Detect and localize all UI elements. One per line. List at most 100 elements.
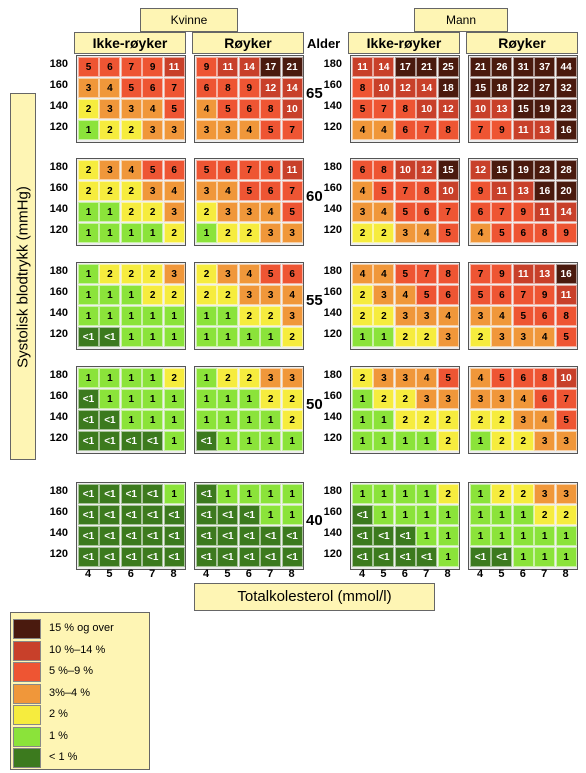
legend-label: < 1 %: [49, 751, 78, 763]
legend-item: 2 %: [13, 705, 149, 725]
cholesterol-tick: 7: [423, 568, 430, 580]
risk-cell: 26: [491, 57, 513, 77]
risk-cell: 2: [142, 202, 164, 222]
header-kvinne: Kvinne: [140, 8, 238, 32]
risk-cell: 6: [196, 78, 217, 98]
risk-cell: 11: [555, 285, 577, 305]
y-axis-label: Systolisk blodtrykk (mmHg): [10, 93, 36, 460]
legend-label: 5 %–9 %: [49, 665, 94, 677]
risk-cell: 2: [142, 264, 164, 284]
risk-cell: 7: [416, 120, 438, 140]
risk-cell: 6: [217, 160, 239, 180]
risk-cell: <1: [99, 327, 121, 347]
risk-cell: 1: [281, 431, 303, 451]
risk-cell: 5: [281, 202, 303, 222]
legend-item: 5 %–9 %: [13, 662, 149, 682]
risk-cell: 1: [217, 431, 239, 451]
risk-cell: 2: [260, 389, 282, 409]
risk-cell: 1: [555, 547, 577, 567]
risk-cell: 2: [120, 202, 142, 222]
bp-label: 160: [323, 506, 342, 518]
risk-cell: <1: [238, 505, 260, 525]
risk-cell: 2: [120, 181, 142, 201]
legend-swatch: [13, 662, 41, 682]
risk-cell: 2: [373, 306, 395, 326]
risk-cell: 1: [534, 526, 556, 546]
risk-cell: 14: [238, 57, 260, 77]
risk-cell: 3: [78, 78, 99, 98]
bp-label: 140: [49, 307, 68, 319]
risk-cell: 4: [238, 264, 260, 284]
risk-cell: 1: [394, 505, 416, 525]
risk-cell: 2: [238, 223, 260, 243]
legend-item: 3%–4 %: [13, 683, 149, 704]
risk-cell: 19: [512, 160, 534, 180]
bp-label: 120: [49, 328, 68, 340]
risk-cell: 1: [142, 389, 164, 409]
risk-cell: 1: [555, 526, 577, 546]
risk-cell: <1: [352, 526, 373, 546]
risk-cell: 5: [470, 285, 491, 305]
risk-cell: 1: [120, 327, 142, 347]
risk-cell: 8: [352, 78, 373, 98]
bp-label: 160: [49, 182, 68, 194]
risk-cell: 4: [416, 368, 438, 388]
risk-cell: 15: [437, 160, 459, 180]
risk-panel-mann_royk-40: 1 2 2 3 3 1 1 1 2 2 1 1 1 1 1 <1 <1 1 1 1: [468, 482, 578, 570]
risk-cell: <1: [260, 526, 282, 546]
risk-cell: 3: [394, 223, 416, 243]
risk-cell: 7: [238, 160, 260, 180]
legend-label: 2 %: [49, 708, 68, 720]
risk-cell: <1: [196, 431, 217, 451]
bp-label: 140: [323, 100, 342, 112]
risk-cell: 1: [373, 431, 395, 451]
risk-cell: 1: [99, 285, 121, 305]
risk-cell: 10: [416, 99, 438, 119]
risk-cell: 2: [394, 410, 416, 430]
legend-swatch: [13, 705, 41, 725]
risk-cell: 6: [163, 160, 185, 180]
risk-panel-mann_royk-50: 4 5 6 8 10 3 3 4 6 7 2 2 3 4 5 1 2 2 3 3: [468, 366, 578, 454]
risk-cell: 14: [281, 78, 303, 98]
risk-cell: 1: [217, 306, 239, 326]
risk-cell: 7: [416, 264, 438, 284]
risk-cell: 2: [78, 160, 99, 180]
risk-cell: 1: [373, 484, 395, 504]
risk-cell: 44: [555, 57, 577, 77]
bp-label: 140: [49, 100, 68, 112]
risk-cell: 2: [217, 223, 239, 243]
risk-cell: 4: [373, 264, 395, 284]
risk-cell: 3: [281, 306, 303, 326]
risk-cell: 1: [163, 431, 185, 451]
risk-cell: 1: [373, 505, 395, 525]
risk-cell: 11: [512, 120, 534, 140]
risk-cell: <1: [120, 526, 142, 546]
risk-panel-mann_royk-65: 21 26 31 37 44 15 18 22 27 32 10 13 15 19 23 7 9 11 13 16: [468, 55, 578, 143]
bp-label: 140: [323, 411, 342, 423]
risk-cell: 1: [78, 202, 99, 222]
risk-cell: 1: [281, 484, 303, 504]
risk-cell: 3: [555, 431, 577, 451]
risk-cell: 2: [99, 264, 121, 284]
risk-cell: 1: [491, 526, 513, 546]
risk-cell: 1: [217, 484, 239, 504]
risk-cell: 5: [217, 99, 239, 119]
risk-cell: <1: [78, 327, 99, 347]
risk-cell: 9: [470, 181, 491, 201]
risk-cell: 1: [142, 223, 164, 243]
risk-cell: 8: [534, 368, 556, 388]
risk-cell: 5: [394, 264, 416, 284]
risk-panel-kvinne_ikke-65: 5 6 7 9 11 3 4 5 6 7 2 3 3 4 5 1 2 2 3 3: [76, 55, 186, 143]
risk-cell: 4: [416, 223, 438, 243]
risk-cell: 3: [217, 264, 239, 284]
risk-cell: 9: [534, 285, 556, 305]
risk-cell: 4: [534, 327, 556, 347]
risk-cell: 3: [196, 181, 217, 201]
y-axis-label-text: Systolisk blodtrykk (mmHg): [14, 185, 32, 368]
risk-panel-mann_ikke-40: 1 1 1 1 2 <1 1 1 1 1 <1 <1 <1 1 1 <1 <1 <1 <1 1: [350, 482, 460, 570]
bp-label: 180: [49, 265, 68, 277]
risk-panel-kvinne_ikke-40: <1 <1 <1 <1 1 <1 <1 <1 <1 <1 <1 <1 <1 <1 <1 <1 <1 <1 <1 <1: [76, 482, 186, 570]
risk-cell: 2: [99, 120, 121, 140]
risk-cell: 1: [142, 306, 164, 326]
header-mann-royker: Røyker: [466, 32, 578, 54]
